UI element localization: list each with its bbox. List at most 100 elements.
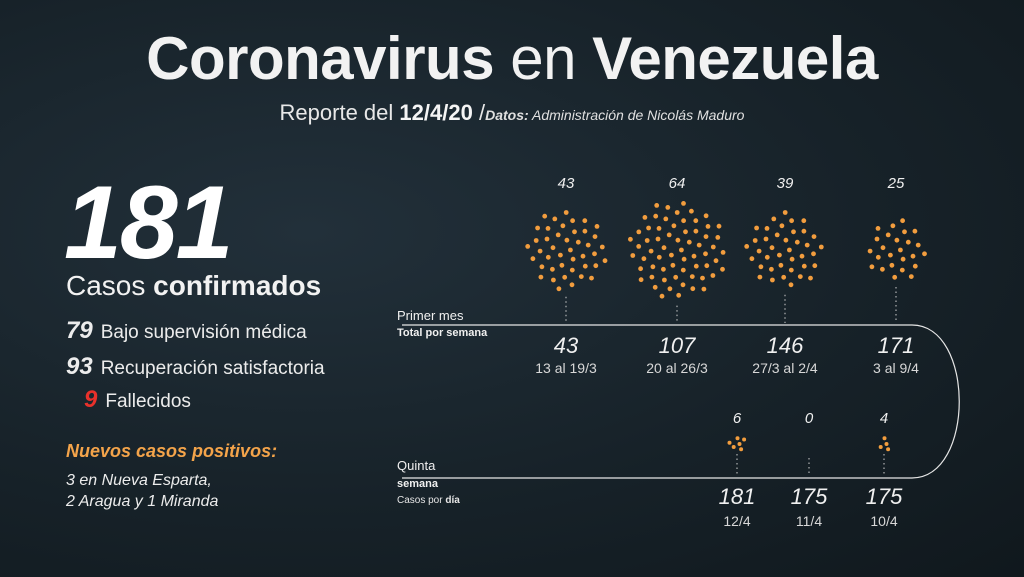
case-dot [636, 229, 642, 235]
case-dot [875, 254, 881, 260]
case-dot [789, 218, 794, 224]
report-subtitle: Reporte del 12/4/20 /Datos: Administraci… [0, 100, 1024, 126]
week-cluster [867, 218, 927, 280]
case-dot [681, 218, 686, 224]
case-dot [641, 256, 647, 262]
case-dot [649, 274, 655, 280]
case-dot [599, 244, 605, 250]
stat-label: Recuperación satisfactoria [100, 358, 325, 379]
weekly-value-label: 39 [777, 175, 794, 192]
case-dot [661, 245, 667, 251]
case-dot [704, 263, 710, 269]
case-dot [749, 256, 755, 262]
case-dot [539, 264, 545, 270]
case-dot [886, 447, 891, 452]
total-label-part-1: Casos [66, 270, 146, 301]
case-dot [701, 286, 707, 292]
case-dot [720, 266, 725, 272]
case-dot [788, 282, 794, 288]
case-dot [710, 273, 716, 278]
case-dot [551, 277, 556, 283]
case-dot [582, 228, 588, 234]
case-dot [542, 213, 548, 219]
case-dot [675, 237, 681, 243]
case-dot [713, 258, 719, 264]
case-dot [900, 256, 906, 262]
case-dot [905, 239, 911, 245]
case-dot [912, 263, 918, 269]
case-dot [575, 239, 581, 245]
case-dot [908, 274, 914, 279]
case-dot [550, 266, 555, 272]
case-dot [869, 264, 875, 270]
stat-value: 79 [66, 317, 93, 344]
fifth-week-label-1: Quinta [397, 458, 436, 473]
case-dot [892, 274, 898, 280]
case-dot [764, 254, 770, 260]
case-dot [754, 225, 759, 231]
case-dot [636, 244, 642, 249]
case-dot [594, 224, 600, 229]
case-dot [525, 244, 531, 249]
source-note: Datos: Administración de Nicolás Maduro [485, 107, 744, 123]
case-dot [550, 245, 556, 251]
daily-cumulative-label: 175 [866, 484, 903, 509]
case-dot [882, 436, 887, 441]
case-dot [801, 228, 807, 234]
case-dot [742, 437, 747, 442]
case-dot [681, 201, 686, 206]
case-dot [659, 293, 665, 299]
case-dot [737, 442, 742, 446]
case-dot [801, 218, 807, 224]
case-dot [555, 232, 561, 238]
case-dot [867, 248, 873, 254]
case-dot [727, 440, 732, 445]
case-dot [898, 247, 903, 253]
case-dot [902, 229, 907, 235]
case-dot [752, 238, 758, 243]
report-date: 12/4/20 [399, 100, 473, 125]
case-dot [758, 264, 764, 270]
case-dot [580, 253, 586, 259]
case-dot [650, 264, 656, 270]
case-dot [552, 216, 558, 222]
case-dot [693, 263, 699, 269]
case-dot [570, 218, 575, 224]
case-dot [888, 252, 893, 258]
day-date-label: 10/4 [870, 513, 897, 529]
case-dot [644, 238, 650, 243]
case-dot [564, 237, 570, 243]
case-dot [537, 248, 543, 254]
daily-cumulative-label: 175 [791, 484, 828, 509]
case-dot [602, 258, 608, 264]
case-dot [910, 253, 916, 259]
daily-value-label: 6 [733, 410, 742, 427]
week-range-label: 27/3 al 2/4 [752, 360, 818, 376]
day-cluster [727, 436, 747, 452]
case-dot [778, 262, 784, 268]
case-dot [686, 239, 692, 245]
case-dot [642, 215, 648, 220]
case-dot [582, 263, 588, 269]
case-dot [912, 228, 918, 234]
case-dot [771, 216, 777, 222]
case-dot [656, 226, 662, 231]
case-dot [764, 226, 770, 231]
case-dot [770, 277, 775, 283]
case-dot [568, 247, 573, 253]
case-dot [673, 274, 679, 280]
case-dot [663, 216, 669, 222]
case-dot [545, 254, 551, 260]
case-dot [878, 445, 883, 449]
weekly-value-label: 25 [887, 175, 905, 192]
week-range-label: 20 al 26/3 [646, 360, 708, 376]
stat-recovered: 93 Recuperación satisfactoria [66, 353, 325, 381]
weekly-value-label: 43 [558, 175, 575, 192]
case-dot [875, 226, 881, 231]
week-cluster [628, 201, 726, 299]
daily-cases-prefix: Casos por [397, 495, 445, 506]
case-dot [874, 236, 880, 242]
case-dot [652, 284, 658, 290]
case-dot [808, 275, 813, 281]
